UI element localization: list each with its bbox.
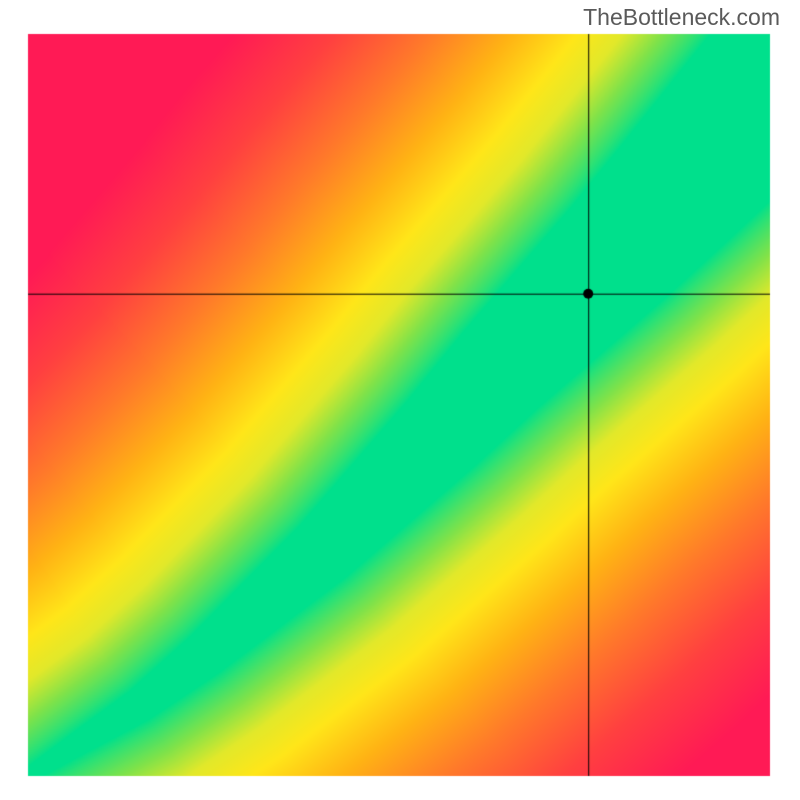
chart-container: TheBottleneck.com [0,0,800,800]
bottleneck-heatmap [0,0,800,800]
attribution-label: TheBottleneck.com [583,4,780,31]
